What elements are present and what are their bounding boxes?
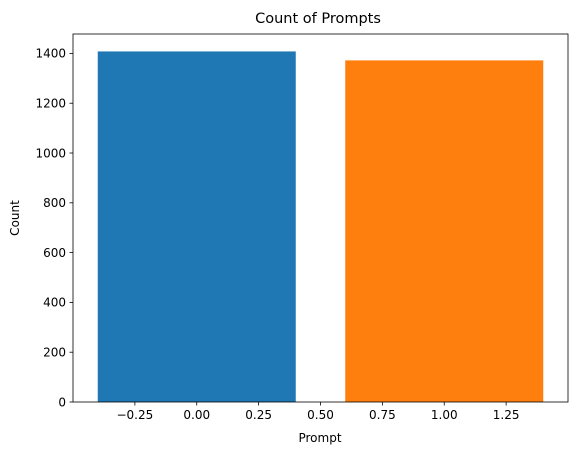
x-tick-label: 0.50 [307, 408, 334, 422]
y-tick-label: 1400 [35, 47, 66, 61]
y-ticks: 0 200 400 600 800 1000 1200 1400 [35, 47, 73, 409]
x-axis-label: Prompt [298, 431, 341, 445]
y-tick-label: 0 [58, 395, 66, 409]
x-tick-label: 1.00 [431, 408, 458, 422]
x-tick-label: 0.25 [245, 408, 272, 422]
x-tick-label: −0.25 [116, 408, 153, 422]
y-tick-label: 800 [43, 196, 66, 210]
x-tick-label: 0.00 [183, 408, 210, 422]
y-tick-label: 400 [43, 296, 66, 310]
chart-title: Count of Prompts [255, 11, 381, 27]
y-tick-label: 200 [43, 346, 66, 360]
y-axis-label: Count [8, 200, 22, 236]
y-tick-label: 1000 [35, 146, 66, 160]
bar-1 [345, 60, 544, 402]
x-ticks: −0.25 0.00 0.25 0.50 0.75 1.00 1.25 [116, 402, 519, 422]
x-tick-label: 0.75 [369, 408, 396, 422]
y-tick-label: 1200 [35, 97, 66, 111]
x-tick-label: 1.25 [493, 408, 520, 422]
bar-0 [97, 51, 296, 403]
bars-layer [97, 51, 544, 403]
y-tick-label: 600 [43, 246, 66, 260]
